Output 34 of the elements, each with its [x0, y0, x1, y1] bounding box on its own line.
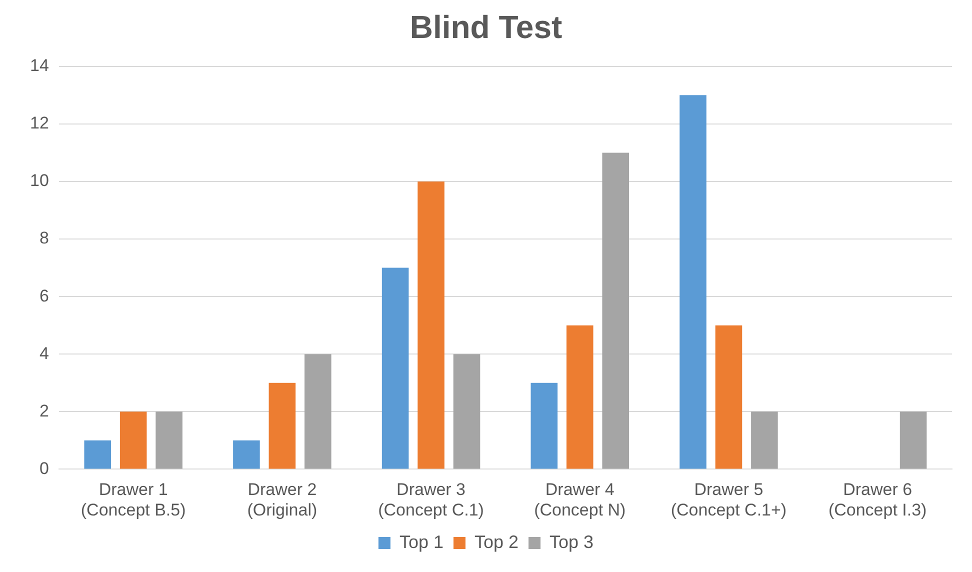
- bar: [382, 268, 409, 469]
- y-tick-label: 10: [30, 171, 49, 190]
- x-tick-label: Drawer 6 (Concept I.3): [828, 480, 927, 520]
- bar: [84, 440, 112, 469]
- legend-label: Top 2: [474, 532, 519, 552]
- y-tick-label: 0: [39, 458, 49, 478]
- bar: [715, 325, 742, 469]
- y-tick-label: 2: [39, 401, 49, 420]
- bar: [156, 412, 182, 469]
- x-tick-label: Drawer 4 (Concept N): [534, 480, 626, 520]
- bar: [453, 354, 480, 469]
- x-tick-label: Drawer 5 (Concept C.1+): [670, 480, 787, 520]
- y-tick-label: 6: [39, 286, 49, 306]
- bar: [900, 412, 927, 469]
- bar: [680, 95, 706, 469]
- y-tick-label: 4: [39, 344, 49, 363]
- bar: [304, 354, 332, 469]
- x-tick-label: Drawer 3 (Concept C.1): [378, 480, 484, 520]
- x-tick-label: Drawer 2 (Original): [247, 480, 318, 520]
- bar: [268, 382, 296, 469]
- y-tick-label: 14: [30, 56, 49, 76]
- bar: [233, 440, 260, 469]
- bar: [751, 412, 778, 469]
- y-tick-label: 8: [39, 228, 49, 248]
- bar: [120, 412, 147, 469]
- legend-label: Top 1: [399, 532, 444, 552]
- y-tick-label: 12: [30, 114, 49, 133]
- x-tick-label: Drawer 1 (Concept B.5): [80, 480, 186, 520]
- bar: [566, 325, 594, 469]
- chart-title: Blind Test: [410, 9, 562, 46]
- bar: [418, 181, 444, 469]
- bar: [602, 152, 629, 469]
- legend-label: Top 3: [550, 532, 594, 552]
- bar: [530, 382, 558, 469]
